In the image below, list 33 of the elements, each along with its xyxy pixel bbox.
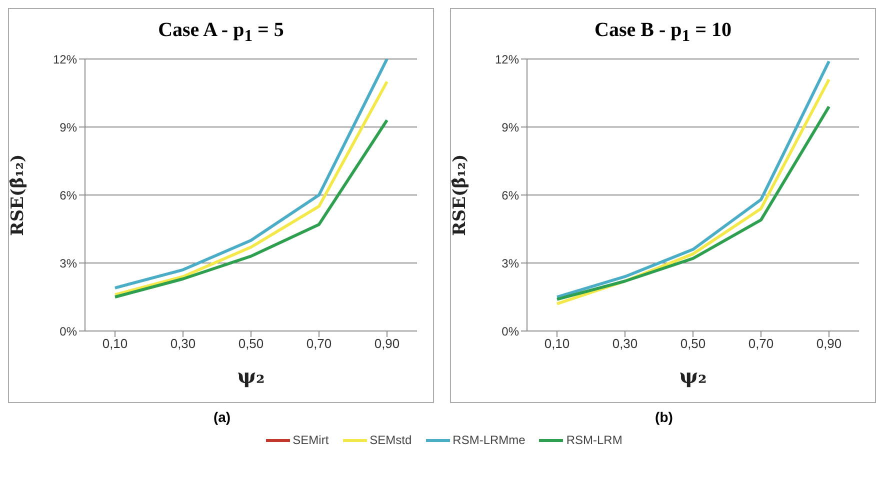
x-tick-label: 0,50 <box>680 336 706 352</box>
text: (b) <box>654 409 674 425</box>
x-axis-title: ψ₂ <box>237 364 265 388</box>
x-tick-label: 0,70 <box>748 336 774 352</box>
x-tick-label: 0,30 <box>612 336 638 352</box>
x-tick-label: 0,30 <box>170 336 196 352</box>
chart-title: Case B - p$_{1}$ = 10 <box>594 19 732 47</box>
x-tick-label: 0,70 <box>306 336 332 352</box>
y-tick-label: 9% <box>502 120 520 134</box>
y-tick-label: 0% <box>60 324 78 338</box>
y-axis-title: RSE(β̂₁₂) <box>450 154 470 236</box>
y-tick-label: 9% <box>60 120 78 134</box>
y-tick-label: 12% <box>52 52 78 66</box>
line-series <box>114 118 388 298</box>
x-tick-label: 0,90 <box>374 336 400 352</box>
y-tick-label: 3% <box>502 256 520 270</box>
legend-label: SEMstd <box>370 433 412 447</box>
x-tick-label: 0,10 <box>544 336 570 352</box>
x-axis-title: ψ₂ <box>679 364 707 388</box>
y-tick-label: 6% <box>60 188 78 202</box>
chart-title: Case A - p$_{1}$ = 5 <box>157 19 285 47</box>
x-tick-label: 0,10 <box>102 336 128 352</box>
y-tick-label: 0% <box>502 324 520 338</box>
legend-label: RSM-LRM <box>566 433 622 447</box>
x-tick-label: 0,50 <box>238 336 264 352</box>
legend-label: SEMirt <box>292 433 329 447</box>
x-tick-label: 0,90 <box>816 336 842 352</box>
legend-label: RSM-LRMme <box>452 433 526 447</box>
y-axis-title: RSE(β̂₁₂) <box>8 154 28 236</box>
text: (a) <box>212 409 232 425</box>
y-tick-label: 12% <box>494 52 520 66</box>
y-tick-label: 3% <box>60 256 78 270</box>
y-tick-label: 6% <box>502 188 520 202</box>
